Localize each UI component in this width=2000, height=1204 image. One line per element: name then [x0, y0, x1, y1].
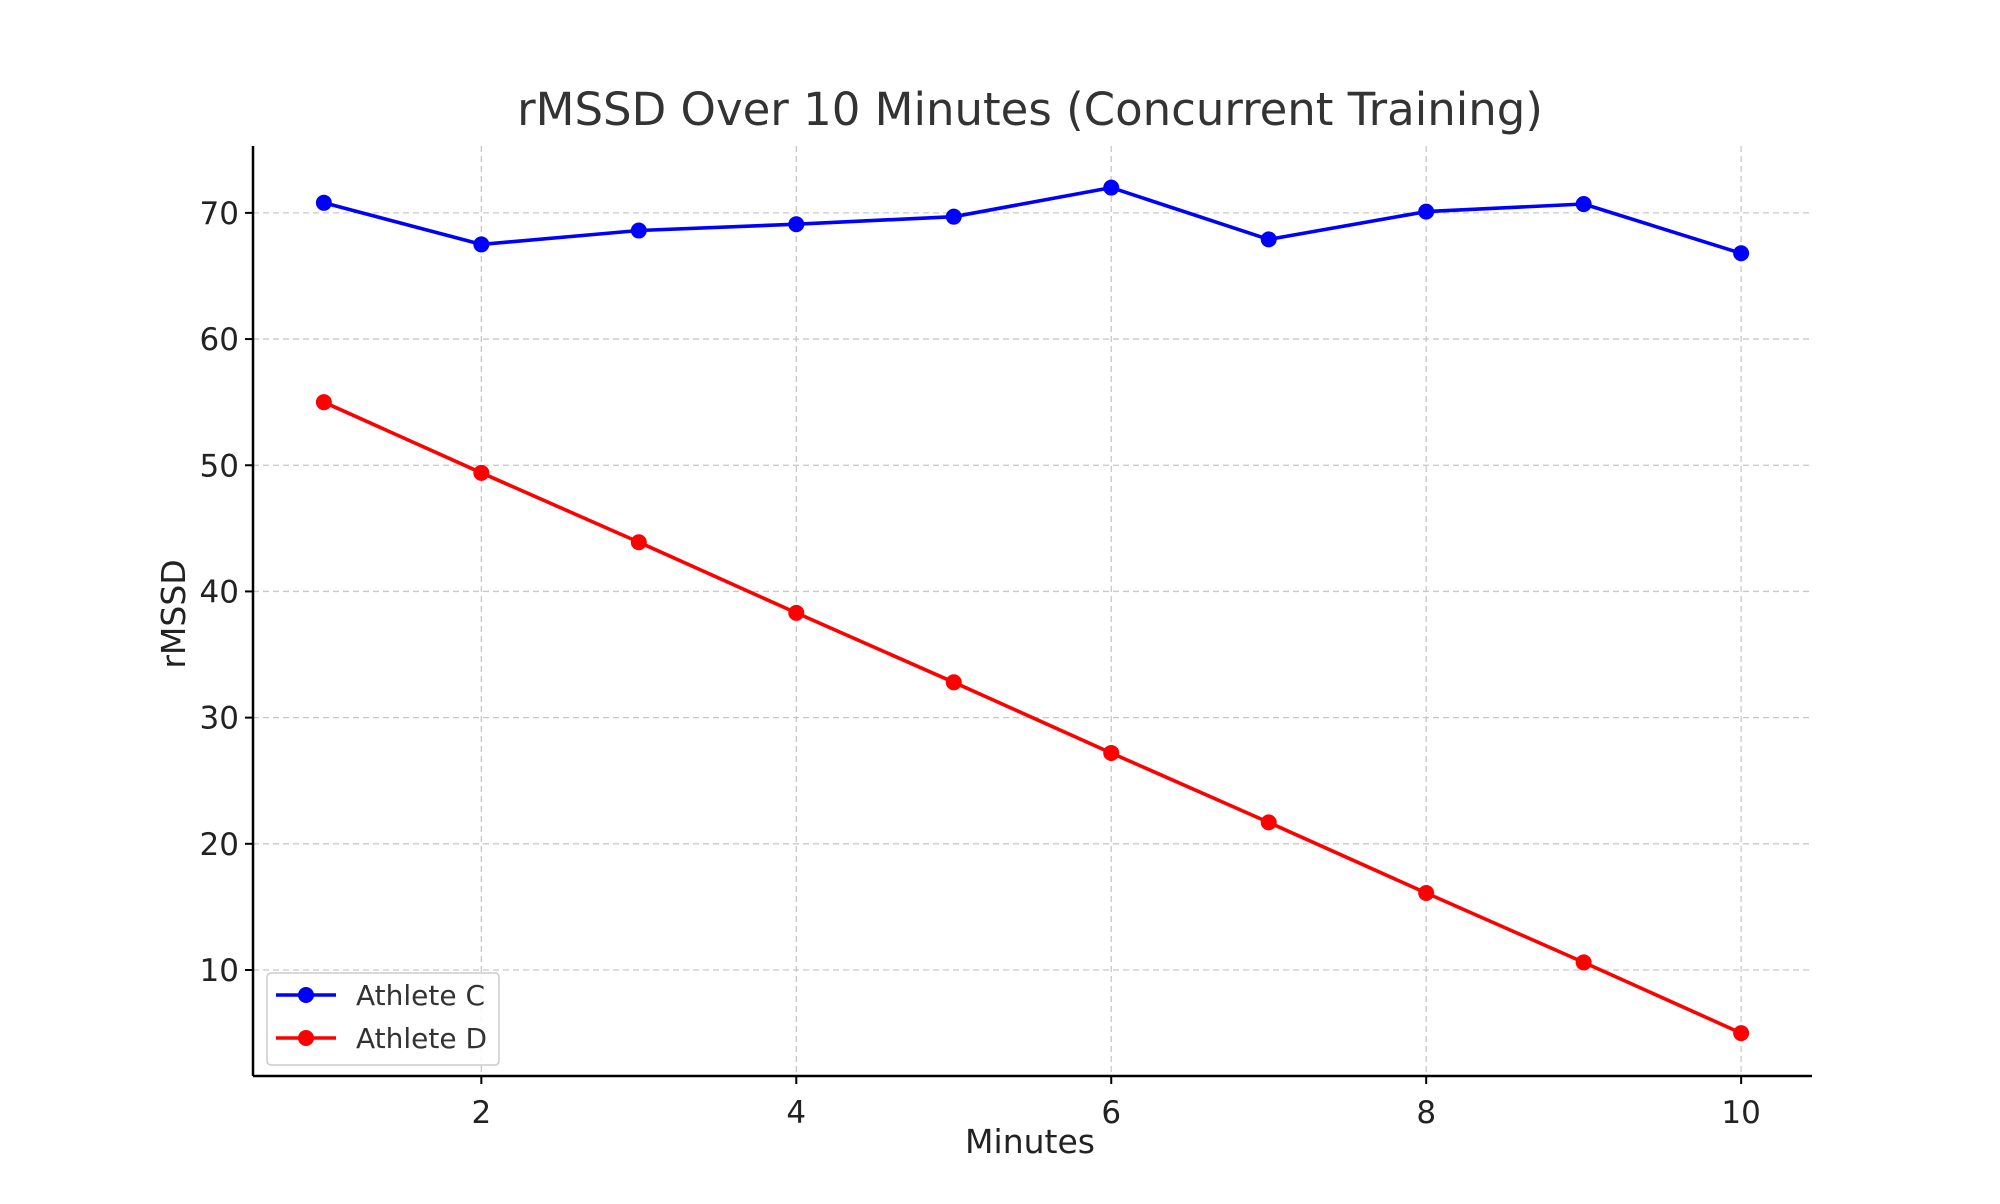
data-point-athlete-d [473, 464, 490, 481]
data-point-athlete-c [315, 194, 332, 211]
series-athlete-d [315, 394, 1750, 1042]
legend-label: Athlete C [356, 979, 485, 1012]
grid [253, 146, 1812, 1076]
y-tick-label: 30 [200, 701, 239, 737]
y-tick-label: 50 [200, 448, 239, 484]
series-line-athlete-d [323, 400, 1742, 1035]
data-point-athlete-d [630, 534, 647, 551]
data-point-athlete-d [1418, 885, 1435, 902]
data-point-athlete-c [473, 236, 490, 253]
y-tick-label: 60 [200, 322, 239, 358]
legend-swatch-marker [298, 1030, 314, 1046]
data-point-athlete-c [788, 216, 805, 233]
legend: Athlete C Athlete D [266, 972, 500, 1066]
ticks: 2 4 6 8 10 10 20 30 40 50 60 70 [200, 196, 1761, 1131]
data-point-athlete-d [1733, 1025, 1750, 1042]
legend-item-athlete-d: Athlete D [276, 1022, 487, 1055]
y-tick-label: 10 [200, 953, 239, 989]
data-point-athlete-c [1418, 203, 1435, 220]
y-axis-label: rMSSD [154, 559, 193, 668]
x-tick-label: 6 [1101, 1095, 1121, 1131]
data-point-athlete-d [788, 604, 805, 621]
data-point-athlete-c [945, 208, 962, 225]
series-line-athlete-c [323, 185, 1742, 256]
series-lines [315, 179, 1750, 1042]
data-point-athlete-d [945, 674, 962, 691]
axes [251, 146, 1812, 1078]
x-tick-label: 8 [1416, 1095, 1436, 1131]
data-point-athlete-c [630, 222, 647, 239]
chart-title: rMSSD Over 10 Minutes (Concurrent Traini… [517, 83, 1543, 136]
legend-swatch-marker [298, 987, 314, 1003]
data-point-athlete-d [1103, 744, 1120, 761]
data-point-athlete-d [1575, 954, 1592, 971]
data-point-athlete-d [1260, 814, 1277, 831]
data-point-athlete-c [1103, 179, 1120, 196]
data-point-athlete-d [315, 394, 332, 411]
x-tick-label: 4 [786, 1095, 806, 1131]
data-point-athlete-c [1733, 245, 1750, 262]
x-tick-label: 2 [471, 1095, 491, 1131]
x-tick-label: 10 [1721, 1095, 1760, 1131]
series-athlete-c [315, 179, 1750, 262]
y-tick-label: 40 [200, 574, 239, 610]
legend-label: Athlete D [356, 1022, 487, 1055]
y-tick-label: 20 [200, 827, 239, 863]
data-point-athlete-c [1575, 196, 1592, 213]
x-axis-label: Minutes [965, 1122, 1095, 1161]
y-tick-label: 70 [200, 196, 239, 232]
legend-item-athlete-c: Athlete C [276, 979, 485, 1012]
data-point-athlete-c [1260, 231, 1277, 248]
